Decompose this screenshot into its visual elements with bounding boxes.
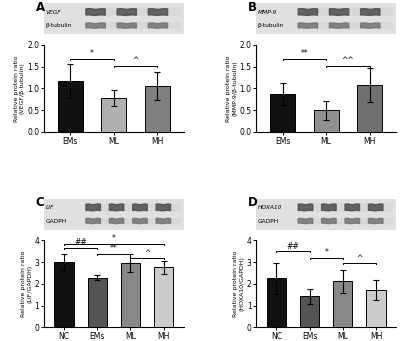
Y-axis label: Relative protein ratio
(LIF/GAPDH): Relative protein ratio (LIF/GAPDH) [21,251,32,317]
Bar [297,8,393,16]
Polygon shape [298,218,313,224]
Polygon shape [322,204,336,211]
Text: *: * [324,248,328,257]
Text: LIF: LIF [45,205,54,210]
Bar [366,290,386,327]
Text: **: ** [300,49,308,58]
Bar [84,23,181,29]
Bar [297,218,393,224]
Bar [121,263,140,327]
Bar [88,278,107,327]
Bar [54,262,74,327]
Bar [297,203,393,212]
Polygon shape [86,9,105,15]
Bar [58,81,83,132]
Polygon shape [298,9,318,15]
Polygon shape [86,23,105,28]
Text: β-tubulin: β-tubulin [258,23,284,28]
Y-axis label: Relative protein ratio
(HOXA10/GAPDH): Relative protein ratio (HOXA10/GAPDH) [233,251,244,317]
Polygon shape [298,23,318,28]
Text: ^: ^ [356,254,363,263]
Text: ##: ## [286,242,299,251]
Y-axis label: Relative protein ratio
(MMP-9/β-tubulin): Relative protein ratio (MMP-9/β-tubulin) [226,55,237,122]
Polygon shape [86,204,100,211]
Text: **: ** [110,244,118,253]
Text: β-tubulin: β-tubulin [45,23,72,28]
Bar [84,203,181,212]
Y-axis label: Relative protein ratio
(VEGF/β-tubulin): Relative protein ratio (VEGF/β-tubulin) [14,55,25,122]
Text: ^^: ^^ [342,56,354,65]
Bar [314,110,339,132]
Polygon shape [156,218,171,224]
Bar [267,278,286,327]
Polygon shape [109,218,124,224]
Polygon shape [156,204,171,211]
Polygon shape [148,23,168,28]
Polygon shape [117,9,136,15]
Polygon shape [345,218,360,224]
Polygon shape [361,9,380,15]
Bar [101,98,126,132]
Text: VEGF: VEGF [45,10,61,15]
Polygon shape [330,23,349,28]
Polygon shape [361,23,380,28]
Polygon shape [298,204,313,211]
Polygon shape [109,204,124,211]
Polygon shape [133,204,147,211]
Bar [145,86,170,132]
Text: MMP-9: MMP-9 [258,10,277,15]
Text: ^: ^ [144,249,150,258]
Text: D: D [248,196,258,209]
Bar [357,85,382,132]
Bar [270,94,295,132]
Polygon shape [133,218,147,224]
Polygon shape [322,218,336,224]
Text: HOXA10: HOXA10 [258,205,282,210]
Text: *: * [90,49,94,58]
Bar [297,23,393,29]
Polygon shape [148,9,168,15]
Bar [84,8,181,16]
Polygon shape [117,23,136,28]
Text: ##: ## [74,238,87,248]
Text: GADPH: GADPH [45,219,67,223]
Polygon shape [368,218,383,224]
Text: C: C [36,196,44,209]
Text: A: A [36,1,45,14]
Bar [333,281,352,327]
Bar [154,267,173,327]
Bar [300,296,319,327]
Polygon shape [86,218,100,224]
Polygon shape [345,204,360,211]
Text: ^: ^ [132,56,139,65]
Bar [84,218,181,224]
Polygon shape [330,9,349,15]
Text: GADPH: GADPH [258,219,279,223]
Text: *: * [112,234,116,243]
Polygon shape [368,204,383,211]
Text: B: B [248,1,257,14]
